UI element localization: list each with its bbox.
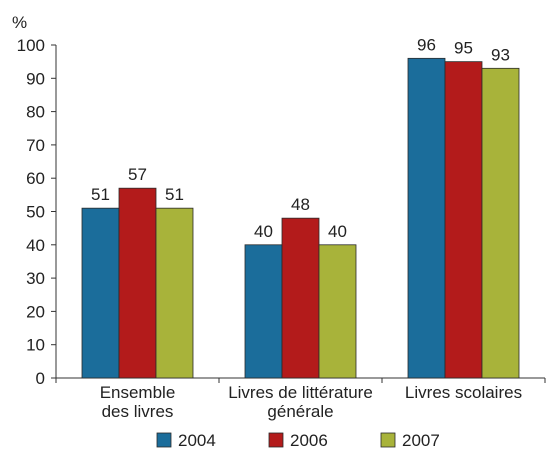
legend-label: 2004 (178, 431, 216, 450)
legend-swatch (380, 432, 396, 448)
legend-swatch (156, 432, 172, 448)
y-tick-label: 70 (26, 136, 45, 155)
data-label: 57 (128, 165, 147, 184)
data-labels: 51 57 51 40 48 40 96 95 93 (91, 35, 510, 240)
y-tick-label: 0 (36, 369, 45, 388)
y-tick-label: 60 (26, 169, 45, 188)
y-tick-label: 20 (26, 302, 45, 321)
bar-2004-2 (407, 57, 446, 379)
category-label: des livres (102, 402, 174, 421)
data-label: 40 (328, 222, 347, 241)
category-label: générale (267, 402, 333, 421)
data-label: 51 (91, 185, 110, 204)
y-tick-label: 90 (26, 69, 45, 88)
y-axis: 0 10 20 30 40 50 60 70 80 90 100 (17, 36, 57, 388)
category-label: Livres de littérature (228, 383, 373, 402)
data-label: 93 (491, 45, 510, 64)
y-tick-label: 10 (26, 336, 45, 355)
category-label: Ensemble (100, 383, 176, 402)
y-tick-label: 80 (26, 103, 45, 122)
legend: 2004 2006 2007 (156, 431, 440, 450)
bar-2007-2 (481, 67, 520, 379)
legend-label: 2007 (402, 431, 440, 450)
legend-swatch (268, 432, 284, 448)
data-label: 95 (454, 39, 473, 58)
legend-item-2006: 2006 (268, 431, 328, 450)
y-tick-label: 30 (26, 269, 45, 288)
data-label: 51 (165, 185, 184, 204)
data-label: 96 (417, 35, 436, 54)
y-tick-label: 50 (26, 203, 45, 222)
data-label: 48 (291, 195, 310, 214)
data-label: 40 (254, 222, 273, 241)
y-tick-label: 100 (17, 36, 45, 55)
bar-2007-0 (155, 207, 194, 379)
legend-item-2007: 2007 (380, 431, 440, 450)
legend-item-2004: 2004 (156, 431, 216, 450)
bar-2006-1 (281, 217, 320, 379)
bar-2004-0 (81, 207, 120, 379)
bar-2004-1 (244, 244, 283, 379)
y-axis-unit-label: % (12, 13, 27, 32)
bar-2006-0 (118, 187, 157, 379)
legend-label: 2006 (290, 431, 328, 450)
bars (81, 57, 520, 379)
y-tick-label: 40 (26, 236, 45, 255)
bar-2006-2 (444, 61, 483, 379)
category-label: Livres scolaires (405, 383, 522, 402)
bar-2007-1 (318, 244, 357, 379)
